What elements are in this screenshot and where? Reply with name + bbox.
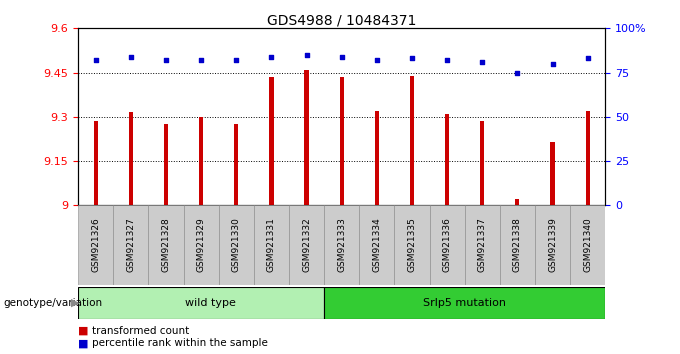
Bar: [324, 287, 605, 319]
Bar: [94, 121, 98, 205]
Text: GSM921333: GSM921333: [337, 217, 346, 272]
Text: GSM921326: GSM921326: [91, 217, 100, 272]
Bar: [78, 287, 324, 319]
Bar: [585, 111, 590, 205]
Point: [301, 52, 312, 58]
Point: [477, 59, 488, 65]
Point: [407, 56, 418, 61]
Text: ■: ■: [78, 338, 88, 348]
Point: [196, 57, 207, 63]
Bar: [78, 205, 114, 285]
Bar: [114, 205, 148, 285]
Bar: [500, 205, 535, 285]
Bar: [375, 111, 379, 205]
Bar: [269, 77, 273, 205]
Bar: [305, 70, 309, 205]
Bar: [254, 205, 289, 285]
Point: [582, 56, 593, 61]
Bar: [339, 77, 344, 205]
Title: GDS4988 / 10484371: GDS4988 / 10484371: [267, 13, 416, 27]
Text: percentile rank within the sample: percentile rank within the sample: [92, 338, 268, 348]
Point: [90, 57, 101, 63]
Text: GSM921337: GSM921337: [478, 217, 487, 272]
Bar: [550, 142, 555, 205]
Text: Srlp5 mutation: Srlp5 mutation: [423, 298, 506, 308]
Bar: [445, 114, 449, 205]
Bar: [129, 113, 133, 205]
Point: [231, 57, 242, 63]
Bar: [464, 205, 500, 285]
Bar: [199, 117, 203, 205]
Point: [160, 57, 171, 63]
Bar: [148, 205, 184, 285]
Bar: [535, 205, 570, 285]
Bar: [219, 205, 254, 285]
Text: transformed count: transformed count: [92, 326, 189, 336]
Bar: [570, 205, 605, 285]
Bar: [410, 75, 414, 205]
Bar: [359, 205, 394, 285]
Text: ▶: ▶: [71, 298, 80, 308]
Bar: [184, 205, 219, 285]
Text: ■: ■: [78, 326, 88, 336]
Bar: [164, 124, 168, 205]
Text: GSM921331: GSM921331: [267, 217, 276, 272]
Bar: [430, 205, 464, 285]
Text: GSM921335: GSM921335: [407, 217, 416, 272]
Bar: [515, 199, 520, 205]
Text: GSM921334: GSM921334: [373, 217, 381, 272]
Point: [371, 57, 382, 63]
Text: GSM921338: GSM921338: [513, 217, 522, 272]
Point: [266, 54, 277, 59]
Text: GSM921330: GSM921330: [232, 217, 241, 272]
Text: GSM921327: GSM921327: [126, 217, 135, 272]
Text: GSM921329: GSM921329: [197, 217, 205, 272]
Point: [442, 57, 453, 63]
Bar: [289, 205, 324, 285]
Point: [512, 70, 523, 75]
Bar: [394, 205, 430, 285]
Bar: [480, 121, 484, 205]
Text: GSM921332: GSM921332: [302, 217, 311, 272]
Text: genotype/variation: genotype/variation: [3, 298, 103, 308]
Bar: [324, 205, 359, 285]
Point: [547, 61, 558, 67]
Text: wild type: wild type: [184, 298, 235, 308]
Text: GSM921336: GSM921336: [443, 217, 452, 272]
Text: GSM921340: GSM921340: [583, 217, 592, 272]
Point: [125, 54, 136, 59]
Text: GSM921339: GSM921339: [548, 217, 557, 272]
Bar: [234, 124, 239, 205]
Text: GSM921328: GSM921328: [162, 217, 171, 272]
Point: [336, 54, 347, 59]
